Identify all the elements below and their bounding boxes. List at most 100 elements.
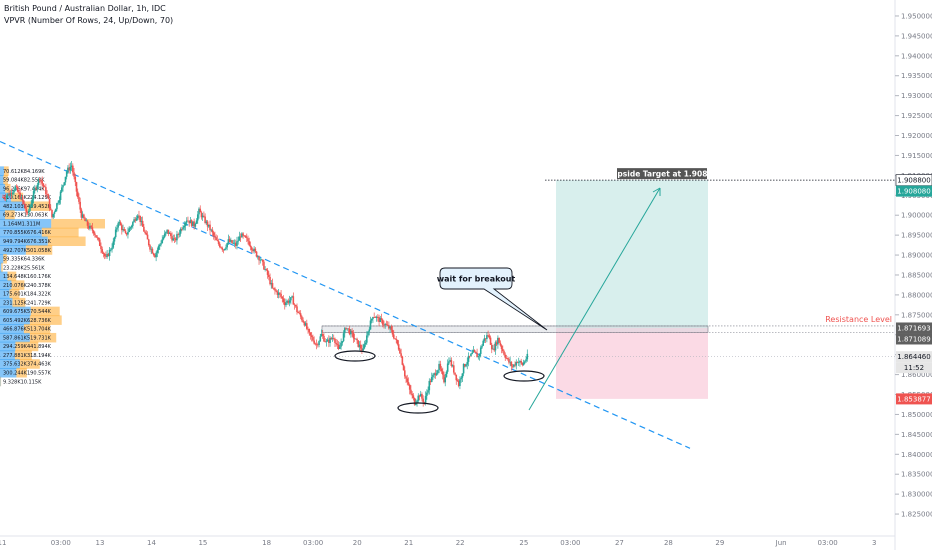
candle-body (86, 220, 89, 226)
candle-body (355, 338, 357, 340)
candle-body (313, 340, 315, 344)
candle-body (67, 167, 69, 172)
candle-body (185, 220, 188, 223)
candle-body (215, 237, 217, 241)
candle-body (331, 338, 334, 339)
candle-body (128, 228, 130, 232)
candle-body (140, 220, 143, 223)
candle-body (268, 274, 270, 277)
candle-body (130, 225, 133, 228)
candle-body (150, 248, 153, 250)
candle-body (385, 324, 388, 325)
candle-body (196, 214, 199, 221)
vp-row-label: 70.612K​​84.169K (3, 169, 45, 175)
candle-body (244, 235, 247, 238)
x-tick-label: 3 (872, 539, 876, 547)
vp-bar-down (5, 183, 11, 194)
loss-zone[interactable] (556, 327, 708, 399)
candle-body (519, 361, 521, 363)
vp-row-label: 210.076K​​240.378K (3, 283, 52, 289)
candle-body (400, 353, 402, 357)
candle-body (522, 362, 525, 366)
vp-row-label: 1.164M​​1.311M (3, 221, 40, 227)
candle-body (513, 364, 515, 367)
candle-body (205, 221, 208, 223)
candle-body (391, 329, 394, 335)
candle-body (427, 390, 429, 393)
candle-body (461, 373, 464, 378)
candle-body (64, 176, 67, 183)
candle-body (302, 320, 304, 323)
candle-body (210, 229, 213, 231)
candle-body (178, 233, 181, 235)
candle-body (492, 348, 494, 350)
x-tick-label: 03:00 (303, 539, 323, 547)
candle-body (364, 342, 367, 345)
candle-body (27, 210, 30, 213)
low-marker-2[interactable] (397, 402, 439, 414)
candle-body (413, 398, 416, 405)
candle-body (448, 361, 450, 364)
candle-body (19, 192, 21, 199)
candle-body (53, 212, 56, 214)
candle-body (222, 249, 225, 251)
candle-body (517, 362, 520, 363)
candle-body (499, 342, 502, 346)
candle-body (252, 249, 254, 252)
candle-body (335, 342, 337, 344)
candle-body (470, 353, 472, 357)
vp-bar-up (0, 201, 25, 211)
y-tick-label: 1.935000 (901, 72, 932, 80)
y-tick-label: 1.835000 (901, 471, 932, 479)
target-label: Upside Target at 1.9088 (611, 170, 712, 179)
candle-body (247, 238, 249, 242)
candle-body (105, 256, 107, 257)
vp-row-label: 59.084K​​82.553K (3, 178, 45, 184)
candle-body (2, 197, 4, 198)
projection-arrow[interactable] (528, 187, 661, 411)
candle-body (219, 243, 221, 248)
candle-body (30, 203, 32, 207)
x-tick-label: Jun (775, 539, 787, 547)
candle-body (35, 187, 37, 189)
candle-body (433, 373, 435, 375)
resistance-zone[interactable] (321, 325, 709, 333)
callout-bubble[interactable] (439, 267, 548, 331)
price-label-bg (896, 322, 932, 334)
low-marker-1[interactable] (334, 350, 376, 362)
candle-body (171, 236, 173, 241)
candle-body (72, 165, 74, 173)
candle-body (504, 354, 507, 358)
candle-body (296, 306, 298, 313)
candle-body (81, 214, 84, 218)
x-tick-label: 03:00 (560, 539, 580, 547)
candle-body (75, 182, 78, 192)
candle-body (479, 347, 482, 354)
candle-body (432, 374, 434, 378)
candle-body (476, 353, 478, 358)
candle-body (51, 209, 53, 218)
candle-body (332, 338, 335, 339)
candle-body (253, 248, 255, 252)
candle-body (270, 283, 273, 285)
candle-body (495, 342, 498, 345)
vp-row-label: 231.125K​​241.729K (3, 300, 52, 306)
candle-body (337, 344, 340, 349)
candle-body (279, 292, 281, 294)
downtrend-line[interactable] (0, 140, 691, 449)
candle-body (236, 241, 238, 246)
x-tick-label: 25 (519, 539, 528, 547)
candle-body (438, 363, 440, 371)
candle-body (42, 183, 45, 187)
low-marker-3[interactable] (503, 370, 545, 382)
vp-bar-down (11, 280, 25, 290)
candle-body (69, 166, 72, 171)
candle-body (514, 364, 516, 366)
profit-zone[interactable] (556, 180, 708, 328)
candle-body (56, 203, 58, 210)
candle-body (473, 350, 476, 352)
candle-body (124, 230, 127, 233)
candle-body (498, 337, 500, 343)
